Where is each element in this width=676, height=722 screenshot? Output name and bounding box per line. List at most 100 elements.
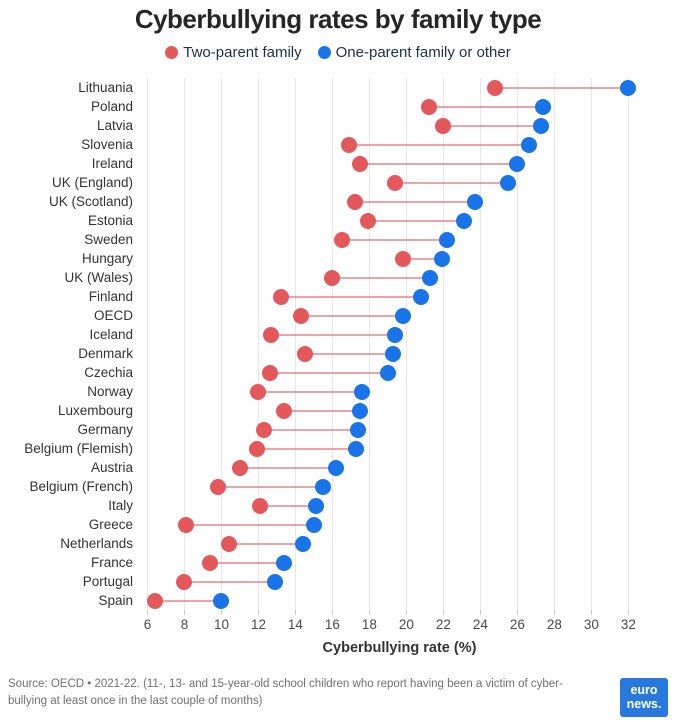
dumbbell-connector (367, 219, 464, 222)
logo-text-line1: euro (630, 683, 658, 698)
chart-row: Czechia (8, 363, 668, 382)
two-parent-dot (256, 421, 272, 438)
row-label: Norway (87, 384, 133, 399)
chart-title: Cyberbullying rates by family type (134, 4, 542, 34)
chart-row: Lithuania (8, 78, 668, 97)
two-parent-dot (420, 98, 437, 115)
row-label: Estonia (87, 213, 133, 228)
one-parent-dot (379, 364, 396, 381)
legend-label-two-parent: Two-parent family (183, 44, 302, 61)
chart-row: Sweden (8, 230, 668, 249)
tick-mark (258, 610, 260, 615)
dumbbell-connector (402, 257, 442, 260)
row-label: Sweden (84, 232, 133, 247)
one-parent-dot (439, 231, 456, 248)
tick-label-8: 8 (180, 617, 189, 632)
two-parent-dot (263, 326, 280, 343)
tick-mark (443, 610, 445, 615)
tick-label-6: 6 (143, 617, 152, 632)
row-label: Iceland (89, 327, 133, 342)
dumbbell-connector (341, 238, 448, 241)
dumbbell-connector (395, 181, 509, 184)
two-parent-dot (387, 174, 404, 191)
two-parent-dot (231, 459, 248, 476)
row-plot (141, 135, 658, 154)
one-parent-dot (466, 193, 483, 210)
one-parent-dot (520, 136, 537, 153)
tick-label-26: 26 (509, 617, 525, 632)
row-plot (141, 439, 658, 458)
dumbbell-connector (349, 143, 529, 146)
dumbbell-connector (332, 276, 431, 279)
chart-row: Latvia (8, 116, 668, 135)
dumbbell-connector (269, 371, 388, 374)
row-label: Greece (88, 517, 133, 532)
source-note: Source: OECD • 2021-22. (11-, 13- and 15… (8, 678, 563, 708)
row-label: UK (Wales) (64, 270, 133, 285)
row-label: Luxembourg (57, 403, 133, 418)
x-axis-ticks: 6 8 10 12 14 16 18 20 22 24 26 28 30 32 (141, 610, 658, 635)
row-label: Germany (77, 422, 133, 437)
euronews-logo: euro news. (620, 678, 668, 717)
row-label: Slovenia (81, 137, 133, 152)
row-plot (141, 192, 658, 211)
legend-item-one-parent: One-parent family or other (317, 44, 511, 61)
one-parent-dot (433, 250, 450, 267)
two-parent-dot (324, 269, 341, 286)
chart-row: Portugal (8, 572, 668, 591)
dumbbell-connector (428, 105, 544, 108)
two-parent-legend-dot-icon (165, 46, 179, 59)
row-label: Austria (90, 460, 133, 475)
chart-row: UK (England) (8, 173, 668, 192)
row-label: Ireland (91, 156, 133, 171)
row-plot (141, 97, 658, 116)
chart-row: Germany (8, 420, 668, 439)
dumbbell-connector (184, 580, 276, 583)
tick-mark (147, 610, 149, 615)
chart-rows: Lithuania Poland Latvia Slovenia Ireland UK (… (8, 78, 668, 610)
two-parent-dot (178, 516, 195, 533)
dumbbell-connector (210, 561, 285, 564)
gridline-32 (628, 78, 630, 610)
tick-label-18: 18 (361, 617, 377, 632)
row-label: Italy (108, 498, 133, 513)
row-plot (141, 325, 658, 344)
one-parent-dot (305, 516, 322, 533)
chart-row: Denmark (8, 344, 668, 363)
row-label: UK (Scotland) (48, 194, 133, 209)
gridline-20 (406, 78, 408, 610)
one-parent-dot (535, 98, 552, 115)
tick-mark (184, 610, 186, 615)
one-parent-dot (394, 307, 411, 324)
gridline-22 (443, 78, 445, 610)
chart-row: Poland (8, 97, 668, 116)
two-parent-dot (276, 402, 293, 419)
one-parent-dot (620, 79, 637, 96)
chart-row: Belgium (Flemish) (8, 439, 668, 458)
one-parent-dot (328, 459, 345, 476)
gridline-18 (369, 78, 371, 610)
row-plot (141, 268, 658, 287)
row-label: Spain (98, 593, 133, 608)
row-plot (141, 477, 658, 496)
one-parent-dot (350, 421, 367, 438)
tick-mark (591, 610, 593, 615)
dumbbell-chart: Lithuania Poland Latvia Slovenia Ireland UK (… (8, 78, 668, 610)
dumbbell-connector (443, 124, 542, 127)
row-label: Belgium (Flemish) (24, 441, 133, 456)
row-plot (141, 78, 658, 97)
row-plot (141, 230, 658, 249)
row-plot (141, 496, 658, 515)
chart-row: Luxembourg (8, 401, 668, 420)
gridline-30 (591, 78, 593, 610)
two-parent-dot (250, 383, 267, 400)
chart-row: Norway (8, 382, 668, 401)
row-label: France (90, 555, 133, 570)
two-parent-dot (261, 364, 278, 381)
row-label: Denmark (78, 346, 133, 361)
two-parent-dot (272, 288, 289, 305)
chart-row: Iceland (8, 325, 668, 344)
two-parent-dot (296, 345, 313, 362)
gridline-26 (517, 78, 519, 610)
